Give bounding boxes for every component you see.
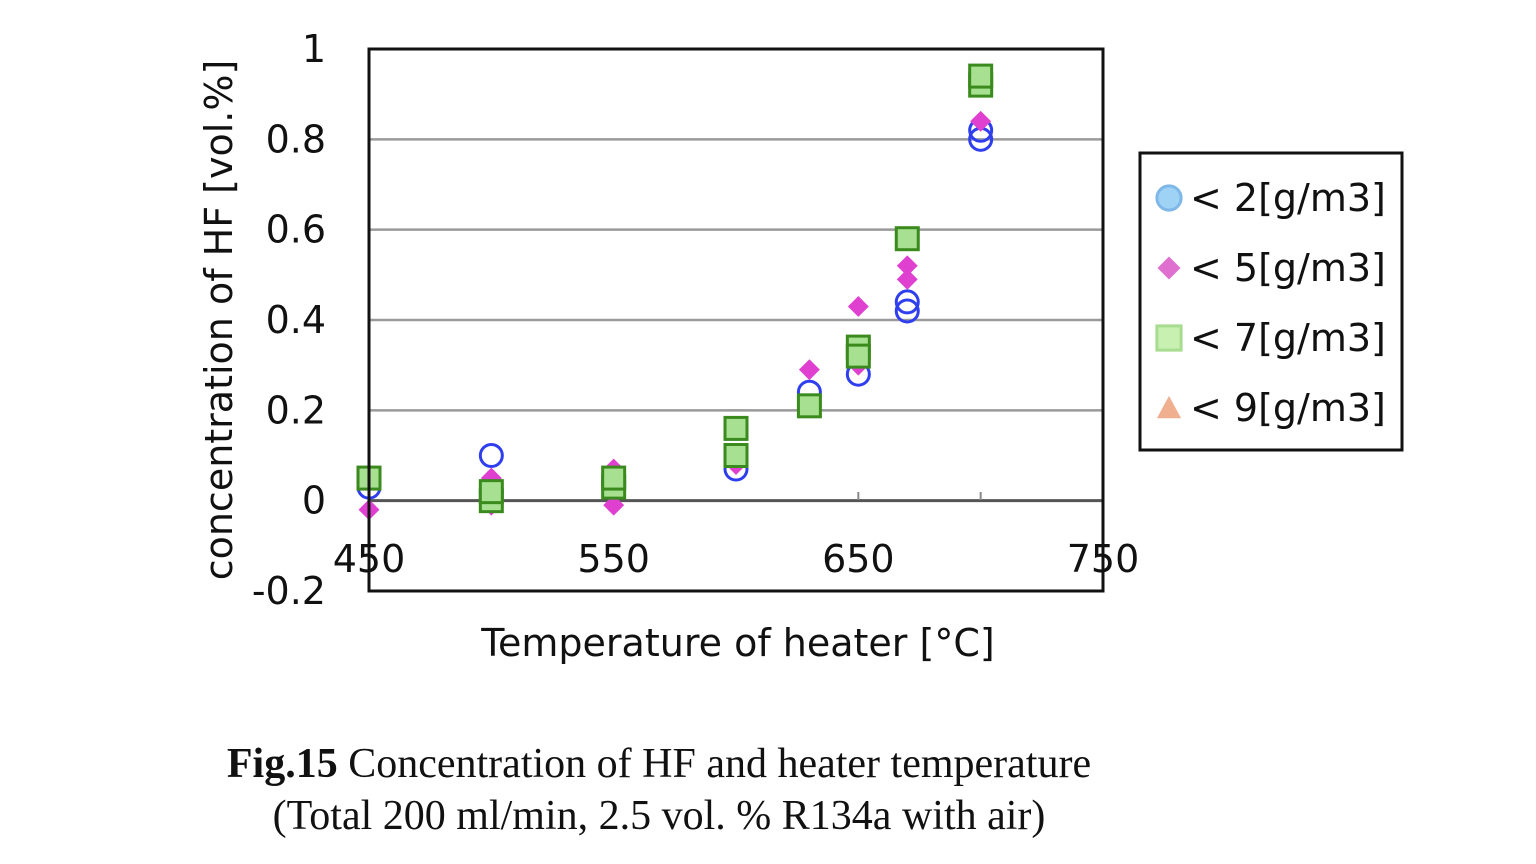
legend-marker-2 bbox=[1155, 324, 1183, 352]
point-s1-11 bbox=[970, 110, 992, 132]
tick-labels: -0.2 0 0.2 0.4 0.6 0.8 1 450 550 650 750 bbox=[252, 27, 1139, 613]
y-tick-label-5: 0.8 bbox=[266, 117, 326, 161]
legend-label-0: < 2[g/m3] bbox=[1190, 176, 1386, 220]
x-axis-label: Temperature of heater [°C] bbox=[480, 621, 994, 665]
legend-label-1: < 5[g/m3] bbox=[1190, 246, 1386, 290]
point-s1-7 bbox=[847, 296, 869, 317]
y-tick-label-6: 1 bbox=[302, 27, 326, 71]
y-tick-label-3: 0.4 bbox=[266, 298, 326, 342]
legend-marker-1 bbox=[1157, 256, 1181, 280]
point-s2-5 bbox=[723, 443, 749, 468]
point-s0-7 bbox=[894, 298, 920, 324]
x-tick-label-0: 450 bbox=[333, 537, 406, 581]
y-tick-label-4: 0.6 bbox=[266, 208, 326, 252]
legend-label-2: < 7[g/m3] bbox=[1190, 316, 1386, 360]
point-s1-6 bbox=[798, 359, 820, 381]
figure-caption-detail: (Total 200 ml/min, 2.5 vol. % R134a with… bbox=[272, 793, 1046, 839]
grid-lines bbox=[368, 138, 1104, 503]
point-s2-12 bbox=[968, 63, 994, 89]
figure-number: Fig.15 bbox=[226, 741, 338, 787]
legend-marker-3 bbox=[1156, 395, 1182, 419]
legend-marker-0 bbox=[1155, 184, 1183, 212]
point-s0-1 bbox=[478, 443, 504, 468]
y-tick-label-2: 0.2 bbox=[266, 388, 326, 432]
point-s2-10 bbox=[894, 226, 920, 252]
figure-caption-text: Concentration of HF and heater temperatu… bbox=[337, 741, 1092, 787]
plot-area-frame bbox=[367, 47, 1105, 593]
point-s1-4 bbox=[603, 494, 625, 516]
legend-box bbox=[1138, 151, 1404, 452]
y-axis-label: concentration of HF [vol.%] bbox=[197, 60, 241, 581]
x-tick-label-2: 650 bbox=[822, 537, 895, 581]
point-s1-9 bbox=[896, 268, 918, 290]
y-tick-label-0: -0.2 bbox=[252, 569, 326, 613]
point-s2-4 bbox=[601, 465, 627, 491]
legend-label-3: < 9[g/m3] bbox=[1190, 386, 1386, 430]
data-points bbox=[356, 63, 994, 521]
x-tick-label-1: 550 bbox=[577, 537, 650, 581]
legend: < 2[g/m3] < 5[g/m3] < 7[g/m3] < 9[g/m3] bbox=[1138, 151, 1404, 452]
y-tick-label-1: 0 bbox=[302, 479, 326, 523]
x-tick-label-3: 750 bbox=[1067, 537, 1140, 581]
point-s2-7 bbox=[796, 393, 822, 419]
point-s0-8 bbox=[894, 289, 920, 315]
point-s1-10 bbox=[896, 255, 918, 277]
point-s2-6 bbox=[723, 415, 749, 441]
point-s2-9 bbox=[845, 343, 871, 369]
figure-caption: Fig.15 Concentration of HF and heater te… bbox=[0, 740, 1318, 788]
point-s2-2 bbox=[478, 479, 504, 505]
